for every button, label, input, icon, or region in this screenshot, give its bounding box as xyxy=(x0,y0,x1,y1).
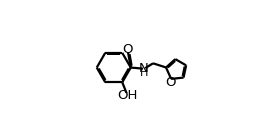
Text: O: O xyxy=(165,76,176,89)
Text: N: N xyxy=(139,62,149,75)
Text: OH: OH xyxy=(117,89,137,102)
Text: H: H xyxy=(140,68,148,78)
Text: O: O xyxy=(122,43,133,56)
